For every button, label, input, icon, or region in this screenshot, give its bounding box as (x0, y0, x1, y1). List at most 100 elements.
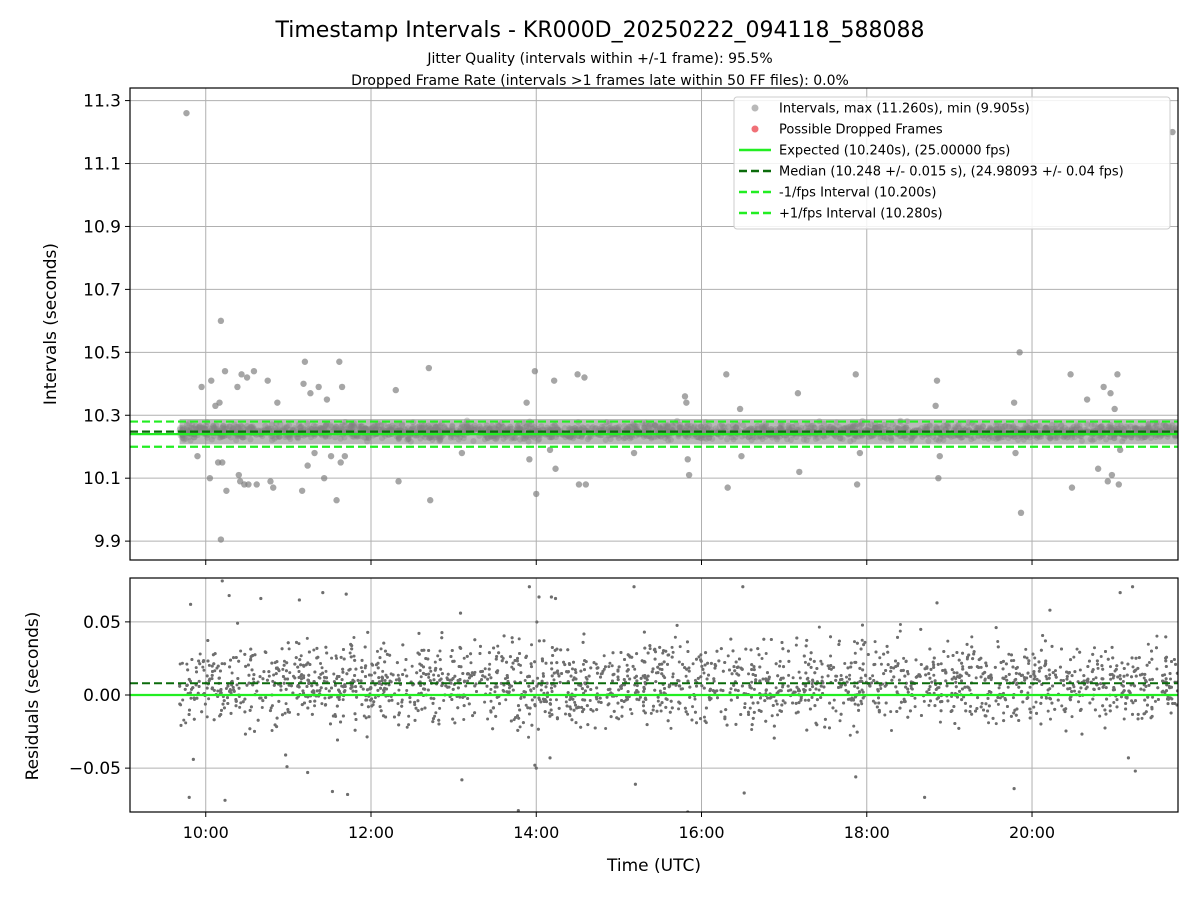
intervals-series (130, 109, 1178, 543)
interval-point (769, 434, 776, 441)
residual-point (938, 720, 942, 724)
interval-point (641, 424, 648, 431)
interval-point (287, 435, 294, 442)
residual-point (483, 700, 487, 704)
interval-point (338, 425, 345, 432)
interval-point (237, 422, 244, 429)
interval-point (486, 426, 493, 433)
interval-point (973, 424, 980, 431)
interval-point (386, 423, 393, 430)
interval-point (1142, 434, 1149, 441)
residual-point (473, 638, 477, 642)
interval-point (936, 452, 943, 460)
interval-point (504, 425, 511, 432)
interval-point (836, 423, 843, 430)
residual-point (1150, 705, 1154, 709)
interval-point (796, 468, 803, 476)
residual-point (426, 688, 430, 692)
chart-subtitle-jitter: Jitter Quality (intervals within +/-1 fr… (426, 51, 772, 67)
interval-point (1150, 425, 1157, 432)
interval-point (308, 434, 315, 441)
interval-point (933, 425, 940, 432)
interval-point (667, 436, 674, 443)
interval-point (179, 434, 186, 441)
interval-point (320, 474, 328, 482)
interval-point (845, 424, 852, 431)
residual-point (997, 686, 1001, 690)
interval-point (359, 423, 366, 430)
interval-point (945, 423, 952, 430)
interval-point (235, 471, 242, 479)
interval-point (509, 434, 516, 441)
interval-point (270, 484, 277, 491)
residual-point (1086, 665, 1090, 669)
residual-point (419, 675, 423, 679)
residual-point (653, 657, 657, 661)
residual-point (222, 699, 226, 703)
interval-point (1002, 422, 1009, 429)
residual-point (952, 671, 956, 675)
interval-point (1164, 433, 1171, 440)
y-tick-label: 10.5 (83, 343, 121, 363)
residual-point (527, 712, 531, 716)
interval-point (854, 421, 861, 428)
interval-point (370, 424, 377, 431)
interval-point (570, 435, 577, 442)
interval-point (358, 425, 365, 432)
residual-point (394, 678, 398, 682)
interval-point (230, 425, 237, 432)
residual-point (324, 669, 328, 673)
residual-point (1032, 705, 1036, 709)
interval-point (684, 434, 691, 441)
interval-point (274, 425, 281, 432)
interval-point (1138, 425, 1145, 432)
interval-point (841, 425, 848, 432)
interval-point (616, 423, 623, 430)
interval-point (436, 434, 443, 441)
interval-point (429, 436, 436, 443)
residual-point (359, 666, 363, 670)
interval-point (789, 423, 796, 430)
residual-point (220, 662, 224, 666)
residual-point (407, 714, 411, 718)
interval-point (997, 423, 1004, 430)
legend-label: Expected (10.240s), (25.00000 fps) (779, 144, 1010, 159)
residual-point (570, 718, 574, 722)
residual-point (863, 640, 867, 644)
residual-point (1009, 653, 1013, 657)
residual-point (820, 662, 824, 666)
interval-point (1108, 471, 1116, 479)
interval-point (787, 437, 794, 444)
interval-point (777, 424, 784, 431)
residual-point (532, 686, 536, 690)
residual-point (704, 651, 708, 655)
interval-point (1033, 423, 1040, 430)
interval-point (322, 434, 329, 441)
residual-point (1151, 695, 1155, 699)
residual-point (743, 702, 747, 706)
interval-point (878, 425, 885, 432)
interval-point (1015, 437, 1022, 444)
interval-point (706, 434, 713, 441)
interval-point (526, 456, 533, 463)
residual-point (892, 666, 896, 670)
legend: Intervals, max (11.260s), min (9.905s)Po… (733, 96, 1171, 230)
interval-point (633, 425, 640, 432)
interval-point (351, 424, 358, 431)
residual-point (819, 659, 823, 663)
interval-point (177, 425, 184, 432)
y-tick-label: 11.3 (83, 92, 121, 112)
interval-point (884, 422, 891, 429)
residual-point (958, 673, 962, 677)
interval-point (1002, 423, 1009, 430)
interval-point (196, 425, 203, 432)
residual-point (524, 703, 528, 707)
interval-point (317, 424, 324, 431)
residual-point (205, 715, 209, 719)
residual-point (427, 675, 431, 679)
chart-title: Timestamp Intervals - KR000D_20250222_09… (274, 18, 924, 43)
interval-point (730, 422, 737, 429)
residual-point (848, 733, 852, 737)
interval-point (1025, 426, 1032, 433)
interval-point (220, 423, 227, 430)
